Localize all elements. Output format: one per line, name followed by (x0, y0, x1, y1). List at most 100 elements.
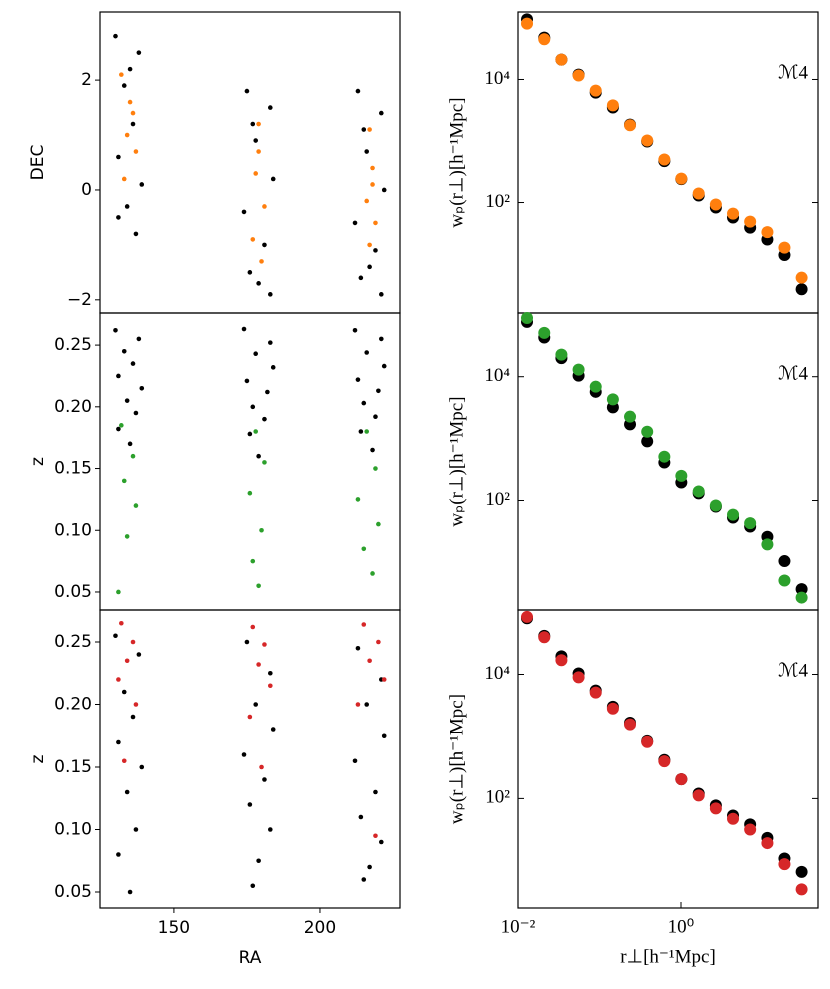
marker (572, 69, 585, 82)
point (268, 683, 273, 689)
point (253, 171, 258, 176)
marker (675, 469, 688, 482)
marker (744, 517, 757, 530)
point (127, 441, 133, 447)
x-axis-label: r⊥[h⁻¹Mpc] (620, 946, 716, 967)
point (358, 429, 364, 434)
point (139, 385, 145, 391)
point (262, 777, 267, 782)
point (133, 702, 139, 707)
x-tick-label: 200 (304, 918, 336, 938)
marker (589, 84, 602, 97)
marker (641, 134, 654, 147)
axes-frame (99, 609, 401, 909)
y-tick-label: 0.05 (54, 882, 92, 902)
point (121, 478, 127, 484)
marker (692, 789, 705, 802)
y-axis-label: wₚ(r⊥)[h⁻¹Mpc] (446, 396, 467, 526)
point (241, 752, 247, 757)
marker (606, 393, 619, 406)
point (367, 242, 372, 248)
point (253, 351, 258, 357)
marker (675, 172, 688, 185)
axes-frame (517, 609, 819, 909)
point (367, 264, 372, 270)
point (121, 176, 127, 182)
point (130, 121, 136, 127)
point (379, 292, 384, 297)
point (130, 639, 136, 645)
y-tick-label: 0.15 (54, 459, 92, 479)
point (116, 373, 121, 379)
point (133, 231, 139, 237)
annotation: ℳ4 (778, 62, 808, 83)
y-axis-label: wₚ(r⊥)[h⁻¹Mpc] (446, 694, 467, 824)
x-axis-label: RA (239, 948, 262, 968)
point (355, 88, 361, 94)
point (121, 758, 127, 764)
point (116, 739, 121, 745)
y-tick-label: 10² (485, 191, 510, 212)
point (379, 336, 384, 342)
point (373, 466, 378, 471)
point (364, 702, 369, 707)
point (247, 431, 253, 437)
point (124, 132, 130, 138)
marker (795, 591, 808, 604)
point (253, 138, 258, 143)
point (119, 620, 124, 626)
point (270, 176, 276, 182)
marker (641, 435, 654, 448)
point (247, 714, 253, 720)
y-tick-label: 10⁴ (484, 663, 510, 684)
point (256, 281, 261, 286)
point (262, 642, 267, 647)
point (241, 326, 247, 332)
y-tick-label: 0.10 (54, 820, 92, 840)
point (116, 215, 121, 220)
annotation: ℳ4 (778, 363, 808, 384)
point (247, 270, 253, 275)
marker (521, 311, 534, 324)
x-tick-label: 10⁰ (668, 916, 695, 937)
point (133, 410, 139, 416)
marker (538, 326, 551, 339)
point (364, 429, 369, 434)
point (381, 363, 387, 369)
marker (778, 555, 791, 568)
point (113, 33, 118, 39)
point (124, 398, 130, 403)
point (364, 198, 369, 204)
point (376, 639, 381, 645)
marker (538, 631, 551, 644)
y-tick-label: 0.25 (54, 335, 92, 355)
y-tick-label: 0 (81, 180, 92, 200)
point (139, 182, 145, 187)
point (127, 889, 133, 895)
marker (778, 574, 791, 587)
point (247, 802, 253, 807)
y-axis-label: wₚ(r⊥)[h⁻¹Mpc] (446, 97, 467, 227)
point (256, 662, 261, 667)
point (253, 429, 258, 434)
point (376, 388, 381, 394)
point (124, 789, 130, 795)
point (358, 275, 364, 281)
marker (761, 538, 774, 551)
marker (658, 755, 671, 768)
point (256, 453, 261, 459)
marker (589, 380, 602, 393)
y-axis-label: DEC (28, 145, 48, 181)
point (244, 378, 250, 384)
point (361, 127, 367, 132)
point (124, 534, 130, 539)
point (352, 758, 358, 764)
marker (572, 363, 585, 376)
y-tick-label: 0.15 (54, 757, 92, 777)
point (262, 460, 267, 465)
point (259, 259, 264, 264)
point (250, 121, 256, 127)
marker (692, 187, 705, 200)
point (361, 400, 367, 406)
